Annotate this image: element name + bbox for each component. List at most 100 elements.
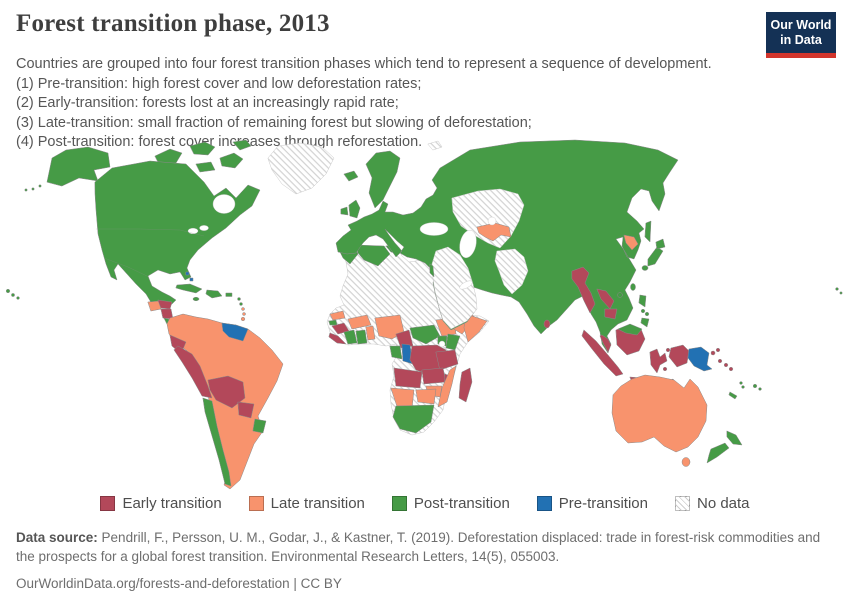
map-region-myanmar[interactable] [571, 266, 596, 314]
legend-label: Post-transition [413, 495, 510, 512]
map-region-uruguay[interactable] [252, 418, 267, 434]
map-region-chile[interactable] [202, 397, 232, 487]
map-legend: Early transition Late transition Post-tr… [0, 495, 850, 512]
map-region-ireland[interactable] [340, 206, 349, 216]
map-region-sri-lanka[interactable] [543, 319, 551, 329]
map-region-scandinavia[interactable] [365, 150, 401, 209]
subtitle-line: (1) Pre-transition: high forest cover an… [16, 75, 422, 92]
map-region-sakhalin[interactable] [644, 220, 652, 243]
map-region-antilles-south[interactable] [240, 307, 246, 322]
map-region-australia[interactable] [611, 374, 708, 453]
map-region-puerto-rico[interactable] [225, 292, 233, 297]
legend-label: Early transition [122, 495, 222, 512]
map-region-svalbard[interactable] [427, 140, 443, 151]
legend-item-early[interactable]: Early transition [100, 495, 222, 512]
map-region-pacific-islets[interactable] [835, 287, 843, 295]
map-region-tasmania[interactable] [681, 457, 691, 467]
map-region-greenland[interactable] [267, 142, 335, 195]
map-region-alaska[interactable] [24, 146, 111, 192]
map-region-taiwan[interactable] [630, 283, 636, 291]
legend-swatch-late [248, 496, 264, 511]
world-map [5, 139, 843, 490]
persian-gulf [459, 280, 473, 290]
map-region-new-caledonia[interactable] [728, 391, 738, 400]
map-region-afghanistan-pakistan[interactable] [494, 248, 529, 295]
map-region-new-zealand[interactable] [706, 430, 743, 464]
subtitle-line: (2) Early-transition: forests lost at an… [16, 95, 399, 111]
map-region-hainan[interactable] [617, 292, 623, 298]
license-line[interactable]: OurWorldinData.org/forests-and-deforesta… [16, 576, 342, 591]
chart-subtitle: Countries are grouped into four forest t… [16, 55, 806, 153]
map-region-botswana[interactable] [415, 388, 437, 405]
logo-line-1: Our World [770, 18, 832, 32]
map-region-fiji[interactable] [752, 383, 762, 391]
map-region-papua-new-guinea[interactable] [687, 346, 713, 372]
map-region-uzbekistan[interactable] [476, 222, 512, 242]
legend-item-nodata[interactable]: No data [674, 495, 750, 512]
map-region-vanuatu[interactable] [739, 381, 745, 389]
map-region-hispaniola[interactable] [205, 289, 223, 299]
map-region-malaysia-peninsula[interactable] [599, 334, 612, 353]
map-region-solomon-islands[interactable] [717, 358, 734, 372]
great-lakes-west [187, 227, 199, 234]
map-region-laos[interactable] [596, 288, 615, 310]
caspian-sea [459, 230, 477, 258]
logo-stripe [766, 53, 836, 58]
map-region-peru[interactable] [173, 345, 213, 399]
map-region-cote-divoire[interactable] [343, 329, 358, 345]
map-region-new-britain[interactable] [710, 347, 721, 356]
map-region-philippines[interactable] [638, 294, 650, 328]
legend-swatch-early [100, 496, 116, 511]
map-region-south-africa[interactable] [392, 404, 435, 434]
great-lakes-east [199, 225, 209, 231]
legend-item-pre[interactable]: Pre-transition [536, 495, 648, 512]
map-region-cambodia[interactable] [604, 308, 618, 320]
legend-label: Late transition [270, 495, 365, 512]
legend-label: No data [696, 495, 750, 512]
map-region-senegal[interactable] [329, 310, 346, 321]
map-region-hawaii[interactable] [5, 288, 20, 300]
map-region-angola[interactable] [393, 367, 423, 389]
map-region-iceland[interactable] [343, 170, 359, 182]
map-region-israel[interactable] [429, 263, 435, 278]
map-region-mozambique[interactable] [437, 365, 457, 408]
map-region-west-papua[interactable] [668, 344, 690, 368]
hudson-bay [212, 194, 236, 214]
owid-logo[interactable]: Our World in Data [766, 12, 836, 58]
chart-footer: Data source: Pendrill, F., Persson, U. M… [16, 528, 834, 593]
map-region-north-korea[interactable] [623, 234, 639, 251]
map-region-algeria[interactable] [355, 244, 391, 267]
map-region-japan[interactable] [641, 238, 666, 271]
map-region-sierra-leone-liberia[interactable] [328, 332, 347, 345]
map-region-guinea-bissau[interactable] [328, 319, 338, 326]
map-region-uk[interactable] [348, 199, 361, 219]
legend-item-post[interactable]: Post-transition [391, 495, 510, 512]
map-region-central-african-republic[interactable] [409, 324, 441, 345]
map-region-antilles-north[interactable] [237, 297, 243, 306]
map-region-bahamas[interactable] [185, 271, 194, 282]
map-region-zambia[interactable] [421, 367, 447, 385]
map-region-arctic-islands[interactable] [154, 139, 252, 173]
map-region-togo-benin[interactable] [365, 325, 376, 341]
legend-item-late[interactable]: Late transition [248, 495, 365, 512]
map-region-sulawesi[interactable] [649, 348, 668, 374]
map-region-arabia[interactable] [431, 246, 478, 330]
map-region-sumatra[interactable] [581, 329, 624, 377]
map-region-gabon[interactable] [389, 345, 403, 360]
map-region-paraguay[interactable] [237, 401, 255, 419]
map-region-ghana[interactable] [355, 329, 368, 345]
map-region-madagascar[interactable] [458, 367, 473, 403]
map-region-borneo-malaysia[interactable] [617, 323, 643, 336]
map-region-guyanas[interactable] [221, 322, 249, 342]
black-sea [419, 222, 449, 236]
map-region-cuba[interactable] [175, 283, 203, 294]
map-region-tanzania[interactable] [435, 349, 459, 371]
map-region-burkina-faso[interactable] [347, 314, 372, 330]
legend-swatch-pre [536, 496, 552, 511]
us-mexico-border [103, 257, 150, 278]
legend-label: Pre-transition [558, 495, 648, 512]
map-region-jamaica[interactable] [192, 296, 200, 302]
data-source-label: Data source: [16, 530, 98, 545]
map-region-somalia[interactable] [463, 313, 488, 343]
